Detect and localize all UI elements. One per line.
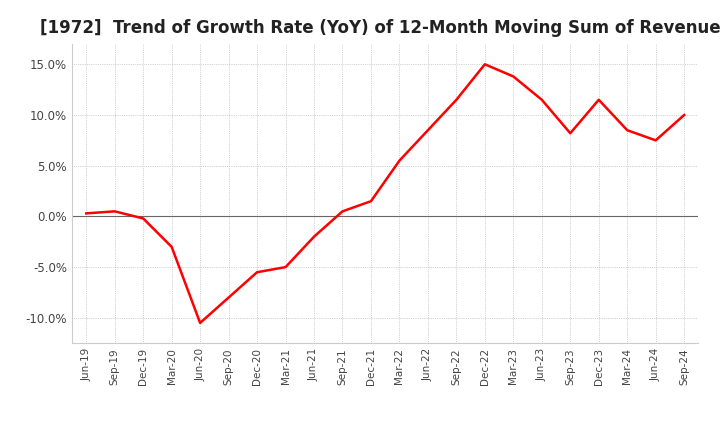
Title: [1972]  Trend of Growth Rate (YoY) of 12-Month Moving Sum of Revenues: [1972] Trend of Growth Rate (YoY) of 12-… — [40, 19, 720, 37]
